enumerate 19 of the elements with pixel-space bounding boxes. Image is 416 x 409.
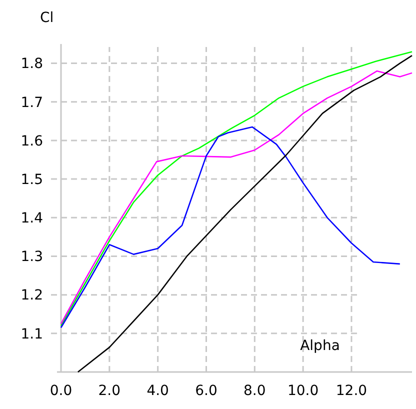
x-tick-label: 10.0 [287,382,319,399]
x-tick-label: 8.0 [244,382,266,399]
line-series [77,54,413,373]
y-axis-title: Cl [40,10,54,26]
line-series [60,126,401,328]
y-tick-label: 1.6 [20,133,44,150]
x-tick-label: 0.0 [50,382,72,399]
x-tick-label: 4.0 [146,382,169,399]
x-tick-label: 6.0 [195,382,218,399]
x-tick-label: 2.0 [98,382,121,399]
y-tick-label: 1.8 [20,56,43,72]
x-axis-title: Alpha [300,338,340,354]
y-tick-label: 1.2 [20,288,43,304]
y-tick-label: 1.1 [20,326,43,342]
x-tick-label: 12.0 [336,382,368,399]
y-tick-label: 1.4 [20,210,44,227]
y-tick-label: 1.3 [20,249,43,266]
y-tick-label: 1.7 [20,94,43,111]
y-tick-label: 1.5 [20,172,43,188]
